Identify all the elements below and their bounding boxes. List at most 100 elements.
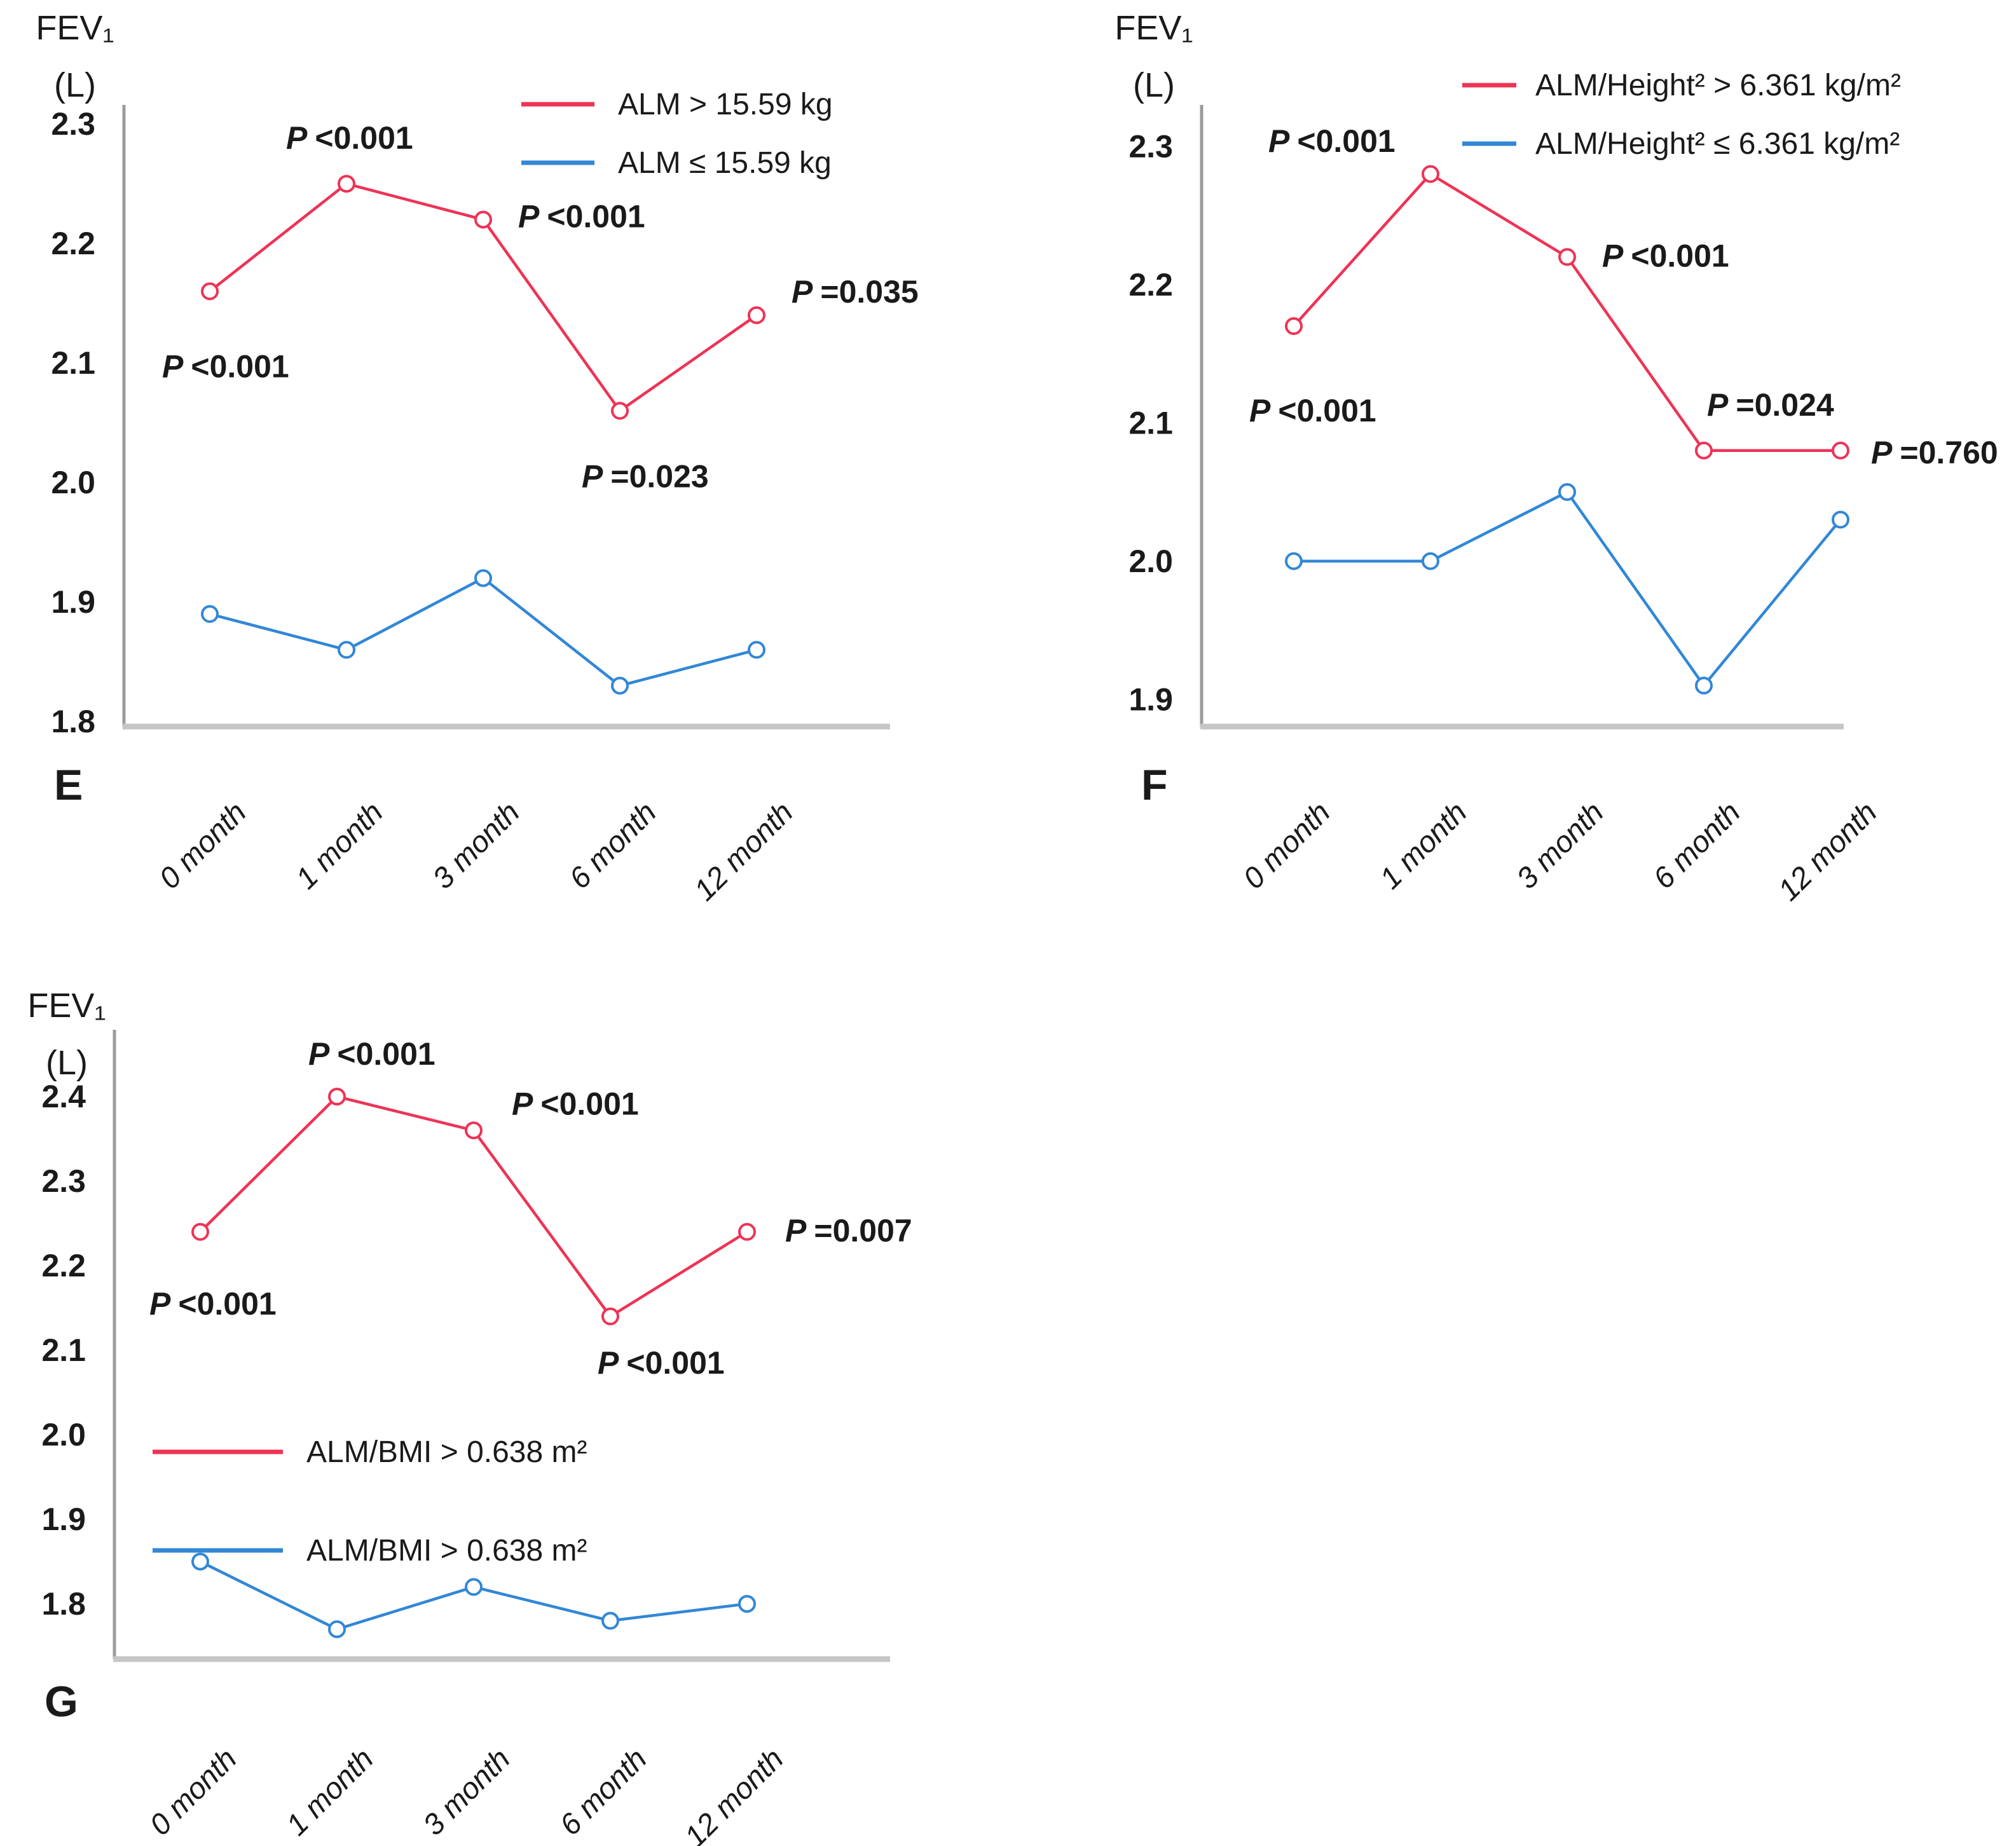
p-value-label-E-2: P <0.001 xyxy=(518,198,645,234)
data-point-F-s1-p1 xyxy=(1422,552,1439,570)
y-tick-label-G: 1.9 xyxy=(41,1501,86,1537)
y-tick-label-E: 1.9 xyxy=(51,584,95,620)
x-tick-label-E-1: 1 month xyxy=(289,795,390,896)
panel-letter-F: F xyxy=(1141,761,1168,809)
legend-label-G-1: ALM/BMI > 0.638 m² xyxy=(306,1534,587,1568)
chart-panel-F: FEV₁ (L) 2.3 2.2 2.1 2.0 1.9 P <0.001 P <0.001 P … xyxy=(1114,9,1998,907)
x-tick-label-F-4: 12 month xyxy=(1771,795,1883,907)
data-point-G-s1-p2 xyxy=(465,1578,483,1596)
p-value-label-F-1: P <0.001 xyxy=(1268,123,1395,159)
y-tick-label-F: 1.9 xyxy=(1128,681,1173,717)
y-axis-title-F: (L) xyxy=(1133,66,1175,104)
data-point-F-s1-p0 xyxy=(1285,552,1303,570)
data-point-G-s0-p0 xyxy=(191,1222,209,1241)
data-point-F-s0-p3 xyxy=(1695,441,1713,460)
y-tick-label-F: 2.2 xyxy=(1128,267,1173,303)
x-tick-label-F-0: 0 month xyxy=(1237,795,1337,896)
p-value-label-F-3: P =0.024 xyxy=(1707,387,1834,423)
legend-label-G-0: ALM/BMI > 0.638 m² xyxy=(306,1435,587,1469)
x-tick-label-E-3: 6 month xyxy=(563,795,663,896)
x-tick-label-E-4: 12 month xyxy=(687,795,799,907)
p-value-label-G-0: P <0.001 xyxy=(149,1286,277,1322)
x-tick-label-G-4: 12 month xyxy=(678,1742,790,1846)
panel-letter-E: E xyxy=(54,761,83,809)
data-point-E-s1-p2 xyxy=(474,569,492,587)
p-value-label-F-0: P <0.001 xyxy=(1249,393,1376,428)
legend-label-F-0: ALM/Height² > 6.361 kg/m² xyxy=(1535,69,1901,102)
x-tick-label-G-3: 6 month xyxy=(553,1742,654,1842)
x-tick-label-F-3: 6 month xyxy=(1647,795,1747,896)
y-tick-label-F: 2.0 xyxy=(1128,544,1173,579)
series-line-F-1 xyxy=(1294,490,1842,687)
data-point-G-s0-p3 xyxy=(601,1307,619,1325)
y-tick-label-E: 2.0 xyxy=(51,465,95,500)
y-tick-label-G: 2.1 xyxy=(41,1332,86,1368)
data-point-F-s1-p3 xyxy=(1695,676,1713,695)
data-point-E-s0-p3 xyxy=(611,402,629,420)
data-point-F-s1-p4 xyxy=(1832,510,1849,529)
data-point-F-s0-p2 xyxy=(1558,248,1576,266)
y-axis-title-F: FEV₁ xyxy=(1114,9,1193,47)
y-tick-label-F: 2.1 xyxy=(1128,405,1173,441)
data-point-G-s0-p2 xyxy=(465,1121,483,1140)
p-value-label-E-0: P <0.001 xyxy=(162,348,289,384)
data-point-F-s0-p1 xyxy=(1422,165,1439,183)
data-point-G-s1-p4 xyxy=(738,1595,756,1613)
panel-letter-G: G xyxy=(45,1678,78,1726)
y-tick-label-G: 2.2 xyxy=(41,1248,86,1283)
data-point-E-s0-p2 xyxy=(474,210,492,229)
data-point-F-s0-p4 xyxy=(1832,441,1849,460)
p-value-label-G-3: P <0.001 xyxy=(598,1345,725,1381)
x-tick-label-G-2: 3 month xyxy=(416,1742,517,1842)
data-point-E-s0-p0 xyxy=(201,282,219,301)
series-line-E-1 xyxy=(209,577,757,687)
data-point-E-s0-p4 xyxy=(748,306,765,324)
y-tick-label-E: 1.8 xyxy=(51,704,95,739)
y-axis-title-G: FEV₁ xyxy=(27,987,106,1025)
data-point-G-s0-p4 xyxy=(738,1222,756,1241)
data-point-G-s1-p1 xyxy=(328,1620,346,1638)
x-tick-label-G-0: 0 month xyxy=(143,1742,243,1842)
data-point-E-s1-p0 xyxy=(201,605,219,623)
y-tick-label-G: 2.0 xyxy=(41,1417,86,1453)
x-tick-label-E-0: 0 month xyxy=(153,795,253,896)
y-tick-label-F: 2.3 xyxy=(1128,128,1173,164)
y-axis-title-E: (L) xyxy=(54,66,96,104)
p-value-label-G-4: P =0.007 xyxy=(785,1213,912,1248)
y-tick-label-G: 1.8 xyxy=(41,1586,86,1622)
data-point-E-s1-p1 xyxy=(338,641,355,659)
data-point-G-s1-p3 xyxy=(601,1611,619,1630)
legend-label-F-1: ALM/Height² ≤ 6.361 kg/m² xyxy=(1535,127,1900,161)
chart-panel-E: FEV₁ (L)2.3 2.2 2.1 2.0 1.9 1.8 P <0.001 P <0.00… xyxy=(36,9,918,907)
y-tick-label-E: 2.1 xyxy=(51,345,95,381)
x-tick-label-F-1: 1 month xyxy=(1373,795,1474,896)
y-tick-label-E: 2.2 xyxy=(51,226,95,261)
legend-label-E-1: ALM ≤ 15.59 kg xyxy=(618,146,832,180)
data-point-F-s0-p0 xyxy=(1285,317,1303,335)
p-value-label-F-4: P =0.760 xyxy=(1871,435,1998,470)
y-tick-label-G: 2.4 xyxy=(41,1079,86,1114)
p-value-label-E-3: P =0.023 xyxy=(582,458,709,494)
x-tick-label-E-2: 3 month xyxy=(426,795,526,896)
p-value-label-F-2: P <0.001 xyxy=(1602,238,1729,273)
chart-panel-G: FEV₁ (L)2.4 2.3 2.2 2.1 2.0 1.9 1.8 P <0.001 P <0… xyxy=(27,987,912,1846)
p-value-label-G-1: P <0.001 xyxy=(308,1036,435,1072)
y-tick-label-G: 2.3 xyxy=(41,1163,86,1199)
y-axis-title-E: FEV₁ xyxy=(36,9,114,47)
data-point-G-s0-p1 xyxy=(328,1088,346,1106)
x-tick-label-F-2: 3 month xyxy=(1510,795,1610,896)
data-point-E-s0-p1 xyxy=(338,175,355,193)
x-tick-label-G-1: 1 month xyxy=(280,1742,380,1842)
data-point-G-s1-p0 xyxy=(191,1552,209,1571)
y-tick-label-E: 2.3 xyxy=(51,106,95,142)
legend-label-E-0: ALM > 15.59 kg xyxy=(618,88,833,121)
p-value-label-G-2: P <0.001 xyxy=(512,1086,639,1121)
p-value-label-E-1: P <0.001 xyxy=(286,120,413,156)
data-point-F-s1-p2 xyxy=(1558,483,1576,501)
data-point-E-s1-p4 xyxy=(748,641,765,659)
p-value-label-E-4: P =0.035 xyxy=(792,274,919,310)
y-axis-title-G: (L) xyxy=(46,1044,88,1082)
data-point-E-s1-p3 xyxy=(611,676,629,695)
